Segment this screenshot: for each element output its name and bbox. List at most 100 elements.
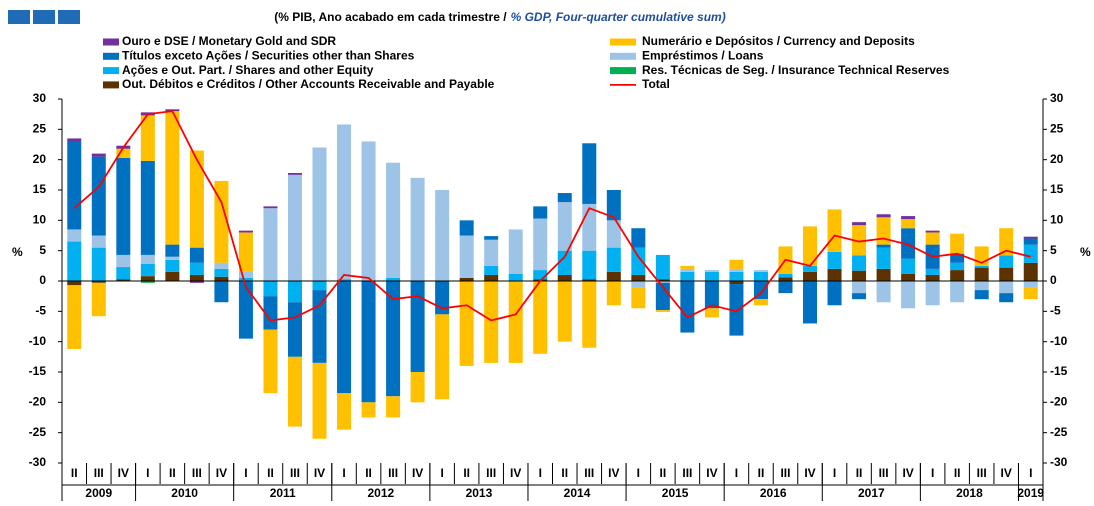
bar-segment xyxy=(729,271,744,281)
bar-segment xyxy=(140,254,155,265)
bar-segment xyxy=(238,277,253,281)
bar-segment xyxy=(116,148,131,158)
bar-segment xyxy=(508,273,523,281)
bar-segment xyxy=(925,268,940,275)
bar-segment xyxy=(459,277,474,281)
y2-tick-label: 25 xyxy=(1050,122,1064,136)
y-tick-label: -5 xyxy=(35,304,46,318)
bar-segment xyxy=(999,228,1014,256)
bar-segment xyxy=(287,174,302,281)
title-pt: (% PIB, Ano acabado em cada trimestre / xyxy=(274,10,507,24)
x-tick-label: IV xyxy=(118,466,129,480)
y-tick-label: 0 xyxy=(39,273,46,287)
y-tick-label: 20 xyxy=(33,152,47,166)
title-en: % GDP, Four-quarter cumulative sum) xyxy=(511,10,726,24)
y2-tick-label: -5 xyxy=(1050,304,1061,318)
bar-segment xyxy=(901,281,916,309)
bar-segment xyxy=(435,281,450,315)
x-tick-label: III xyxy=(682,466,692,480)
bar-segment xyxy=(361,141,376,281)
bar-segment xyxy=(631,281,646,288)
legend-marker xyxy=(610,67,636,75)
bar-segment xyxy=(140,281,155,283)
bar-segment xyxy=(778,273,793,278)
bar-segment xyxy=(680,271,695,281)
bar-segment xyxy=(925,274,940,281)
bar-segment xyxy=(140,115,155,161)
x-tick-label: III xyxy=(388,466,398,480)
year-label: 2017 xyxy=(858,486,885,500)
x-tick-label: III xyxy=(879,466,889,480)
bar-segment xyxy=(508,229,523,274)
bar-segment xyxy=(287,281,302,303)
bar-segment xyxy=(827,251,842,269)
bar-segment xyxy=(631,247,646,275)
bar-segment xyxy=(1023,244,1038,263)
year-label: 2016 xyxy=(760,486,787,500)
bar-segment xyxy=(410,177,425,281)
bar-segment xyxy=(827,209,842,252)
bar-segment xyxy=(582,143,597,204)
bar-segment xyxy=(1023,281,1038,288)
bar-segment xyxy=(852,281,867,294)
bar-segment xyxy=(484,265,499,275)
logo-block xyxy=(58,10,80,24)
bar-segment xyxy=(655,281,670,283)
y2-tick-label: -15 xyxy=(1050,364,1068,378)
bar-segment xyxy=(901,219,916,229)
x-tick-label: II xyxy=(561,466,568,480)
y2-tick-label: 20 xyxy=(1050,152,1064,166)
x-tick-label: IV xyxy=(608,466,619,480)
bar-segment xyxy=(337,279,352,281)
bar-segment xyxy=(484,239,499,266)
logo-block xyxy=(8,10,30,24)
x-tick-label: I xyxy=(833,466,836,480)
x-tick-label: II xyxy=(758,466,765,480)
x-tick-label: IV xyxy=(1001,466,1012,480)
x-tick-label: II xyxy=(169,466,176,480)
bar-segment xyxy=(238,230,253,233)
bar-segment xyxy=(557,281,572,342)
bar-segment xyxy=(214,180,229,263)
bar-segment xyxy=(876,217,891,245)
legend-label: Empréstimos / Loans xyxy=(642,48,764,62)
year-label: 2009 xyxy=(85,486,112,500)
bar-segment xyxy=(361,402,376,418)
bar-segment xyxy=(533,218,548,271)
bar-segment xyxy=(214,276,229,281)
y-tick-label: -30 xyxy=(29,455,47,469)
bar-segment xyxy=(287,173,302,175)
bar-segment xyxy=(263,296,278,330)
bar-segment xyxy=(1023,238,1038,245)
bar-segment xyxy=(557,274,572,281)
y2-tick-label: 0 xyxy=(1050,273,1057,287)
bar-segment xyxy=(140,160,155,255)
bar-segment xyxy=(67,141,82,230)
bar-segment xyxy=(189,262,204,275)
bar-segment xyxy=(214,268,229,277)
legend-label: Ouro e DSE / Monetary Gold and SDR xyxy=(122,34,336,48)
bar-segment xyxy=(410,281,425,372)
bar-segment xyxy=(680,281,695,333)
x-tick-label: II xyxy=(954,466,961,480)
bar-segment xyxy=(557,202,572,251)
bar-segment xyxy=(459,220,474,236)
bar-segment xyxy=(999,267,1014,281)
x-tick-label: III xyxy=(977,466,987,480)
bar-segment xyxy=(827,281,842,306)
bar-segment xyxy=(803,265,818,272)
bar-segment xyxy=(91,282,106,317)
year-label: 2014 xyxy=(564,486,591,500)
year-label: 2012 xyxy=(367,486,394,500)
x-tick-label: IV xyxy=(902,466,913,480)
bar-segment xyxy=(67,285,82,349)
bar-segment xyxy=(582,281,597,348)
legend-label: Total xyxy=(642,77,670,91)
bar-segment xyxy=(484,281,499,363)
y2-tick-label: -20 xyxy=(1050,395,1068,409)
bar-segment xyxy=(606,271,621,281)
bar-segment xyxy=(263,329,278,394)
bar-segment xyxy=(337,281,352,394)
bar-segment xyxy=(533,206,548,219)
x-tick-label: III xyxy=(192,466,202,480)
